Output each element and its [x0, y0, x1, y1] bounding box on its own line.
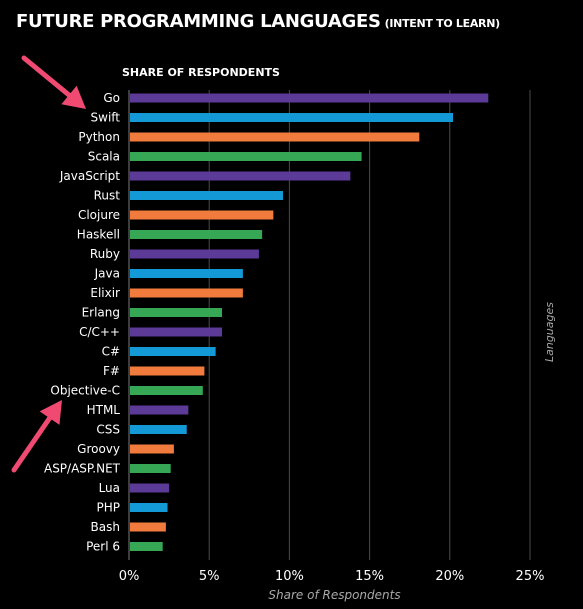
bars: [130, 93, 489, 551]
category-label-objective-c: Objective-C: [50, 384, 120, 398]
arrow-to-go: [21, 55, 86, 109]
category-label-lua: Lua: [99, 481, 120, 495]
annotation-arrows: [11, 55, 86, 473]
x-tick-labels: 0% 5% 10% 15% 20% 25%: [119, 569, 545, 584]
bar-objective-c: [130, 386, 203, 395]
bar-lua: [130, 483, 170, 493]
bar-java: [130, 269, 243, 278]
bar-groovy: [130, 444, 174, 454]
category-label-php: PHP: [97, 501, 121, 515]
chart-title: FUTURE PROGRAMMING LANGUAGES (INTENT TO L…: [16, 11, 500, 32]
x-tick-label: 20%: [435, 569, 464, 584]
category-labels: Go Swift Python Scala JavaScript Rust Clojure H…: [44, 91, 121, 554]
category-label-go: Go: [103, 91, 120, 105]
category-label-f: F#: [103, 364, 120, 378]
category-label-html: HTML: [87, 403, 121, 417]
category-label-elixir: Elixir: [90, 286, 120, 300]
bar-swift: [130, 113, 454, 122]
bar-scala: [130, 152, 362, 161]
bar-php: [130, 503, 168, 512]
category-label-ruby: Ruby: [90, 247, 120, 261]
category-label-clojure: Clojure: [78, 208, 120, 222]
category-label-erlang: Erlang: [82, 306, 120, 320]
category-label-java: Java: [94, 267, 120, 281]
arrow-to-objective-c: [11, 400, 62, 473]
x-tick-label: 15%: [355, 569, 384, 584]
bar-rust: [130, 191, 283, 200]
category-label-rust: Rust: [94, 189, 121, 203]
bar-javascript: [130, 171, 351, 181]
x-tick-label: 5%: [199, 569, 220, 584]
category-label-groovy: Groovy: [77, 442, 120, 456]
category-label-javascript: JavaScript: [59, 169, 120, 183]
category-label-c-c: C/C++: [79, 325, 120, 339]
grid-lines: [128, 90, 531, 560]
bar-go: [130, 93, 489, 103]
x-axis-title: Share of Respondents: [268, 588, 400, 602]
x-tick-label: 25%: [516, 569, 545, 584]
chart-title-sub: (INTENT TO LEARN): [384, 17, 501, 30]
bar-clojure: [130, 210, 274, 220]
category-label-swift: Swift: [91, 111, 121, 125]
x-tick-label: 0%: [119, 569, 140, 584]
category-label-haskell: Haskell: [77, 228, 120, 242]
bar-c: [130, 347, 216, 356]
category-label-bash: Bash: [91, 520, 120, 534]
y-axis-title: Languages: [543, 302, 556, 362]
bar-ruby: [130, 249, 259, 259]
category-label-c: C#: [102, 345, 120, 359]
bar-bash: [130, 522, 166, 532]
bar-c-c: [130, 327, 223, 337]
bar-erlang: [130, 308, 223, 317]
bar-f: [130, 366, 205, 376]
x-tick-label: 10%: [275, 569, 304, 584]
category-label-python: Python: [78, 130, 120, 144]
category-label-scala: Scala: [88, 150, 120, 164]
chart-subtitle: SHARE OF RESPONDENTS: [122, 66, 280, 79]
bar-asp-asp-net: [130, 464, 171, 473]
bar-elixir: [130, 288, 243, 298]
chart-title-main: FUTURE PROGRAMMING LANGUAGES: [16, 11, 381, 32]
bar-haskell: [130, 230, 263, 239]
category-label-css: CSS: [96, 423, 120, 437]
bar-html: [130, 405, 189, 415]
category-label-perl-6: Perl 6: [86, 540, 120, 554]
category-label-asp-asp-net: ASP/ASP.NET: [44, 462, 121, 476]
bar-perl-6: [130, 542, 163, 551]
bar-css: [130, 425, 187, 434]
bar-python: [130, 132, 420, 142]
